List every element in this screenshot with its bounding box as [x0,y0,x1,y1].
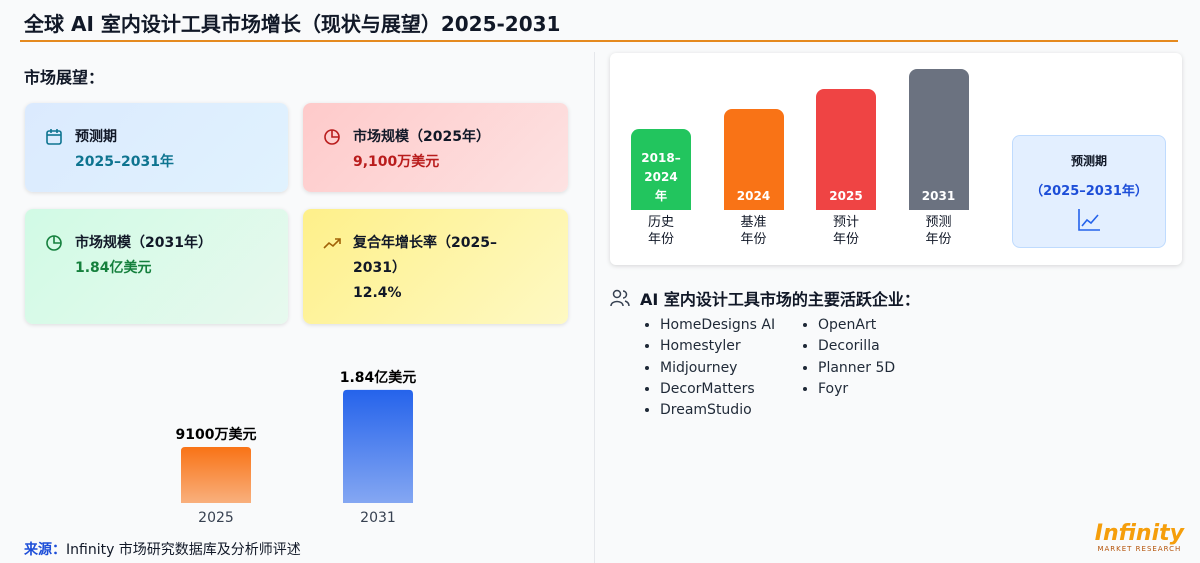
timeline-year: 2031 [921,189,956,203]
bar [343,389,413,503]
outlook-title: 市场展望： [24,68,105,87]
company: Midjourney [660,358,810,379]
card-label: 市场规模（2031年） [75,235,212,251]
company: DecorMatters [660,379,810,400]
source: 来源：Infinity 市场研究数据库及分析师评述 [24,539,301,559]
timeline-label: 基准年份 [740,215,767,247]
pie-icon [46,235,62,251]
timeline-year: 2025 [829,189,863,203]
company: OpenArt [818,315,968,336]
card-label: 复合年增长率（2025–2031） [353,235,497,276]
card-value: 9,100万美元 [353,154,440,170]
timeline-label: 历史年份 [647,215,674,247]
card-forecast-period: 预测期 2025–2031年 [25,103,288,192]
calendar-icon [46,129,62,145]
card-cagr: 复合年增长率（2025–2031） 12.4% [303,209,568,324]
card-value: 1.84亿美元 [75,260,152,276]
page-title: 全球 AI 室内设计工具市场增长（现状与展望）2025-2031 [24,12,561,36]
value-label: 9100万美元 [176,426,257,443]
divider [594,52,595,563]
value-label: 1.84亿美元 [340,369,417,386]
company-list: OpenArtDecorillaPlanner 5DFoyr [798,315,968,400]
companies-title: AI 室内设计工具市场的主要活跃企业： [640,290,920,309]
timeline-panel: 预测期 （2025–2031年） 2018–2024年历史年份 2024 基准年份 2… [610,53,1182,265]
timeline-bar: 2031 [908,69,969,210]
source-text: Infinity 市场研究数据库及分析师评述 [66,542,301,558]
card-value: 2025–2031年 [75,154,174,170]
timeline-label: 预计年份 [832,215,859,247]
market-size-chart: 9100万美元 2025 1.84亿美元 2031 [176,369,417,526]
timeline-bar: 2025 [816,89,876,210]
forecast-box: 预测期 （2025–2031年） [1012,135,1166,248]
company: Decorilla [818,336,968,357]
company: HomeDesigns AI [660,315,810,336]
pie-icon [324,129,340,145]
logo: Infinity MARKET RESEARCH [1094,521,1184,554]
card-value: 12.4% [353,285,402,301]
logo-name: Infinity [1094,521,1184,546]
trend-icon [323,238,341,249]
card-market-2031: 市场规模（2031年） 1.84亿美元 [25,209,288,324]
x-tick-label: 2031 [360,510,396,526]
forecast-label: 预测期 [1070,154,1107,168]
timeline-bar: 2018–2024年 [631,129,691,210]
company: Homestyler [660,336,810,357]
card-label: 市场规模（2025年） [353,129,490,145]
users-icon [610,289,630,307]
bar [181,447,251,503]
timeline-label: 预测年份 [925,215,952,247]
company: Planner 5D [818,358,968,379]
source-label: 来源： [24,542,66,558]
timeline-bar: 2024 [723,109,784,210]
forecast-period: （2025–2031年） [1030,184,1148,199]
timeline-year: 2024 [736,189,771,203]
timeline-year: 2018–2024年 [641,151,681,203]
title-rule [20,40,1178,42]
logo-tagline: MARKET RESEARCH [1097,545,1182,553]
chart-icon [1078,209,1100,231]
card-market-2025: 市场规模（2025年） 9,100万美元 [303,103,568,192]
x-tick-label: 2025 [198,510,234,526]
company: DreamStudio [660,400,810,421]
company: Foyr [818,379,968,400]
card-label: 预测期 [75,129,117,145]
company-list: HomeDesigns AIHomestylerMidjourneyDecorM… [640,315,810,421]
